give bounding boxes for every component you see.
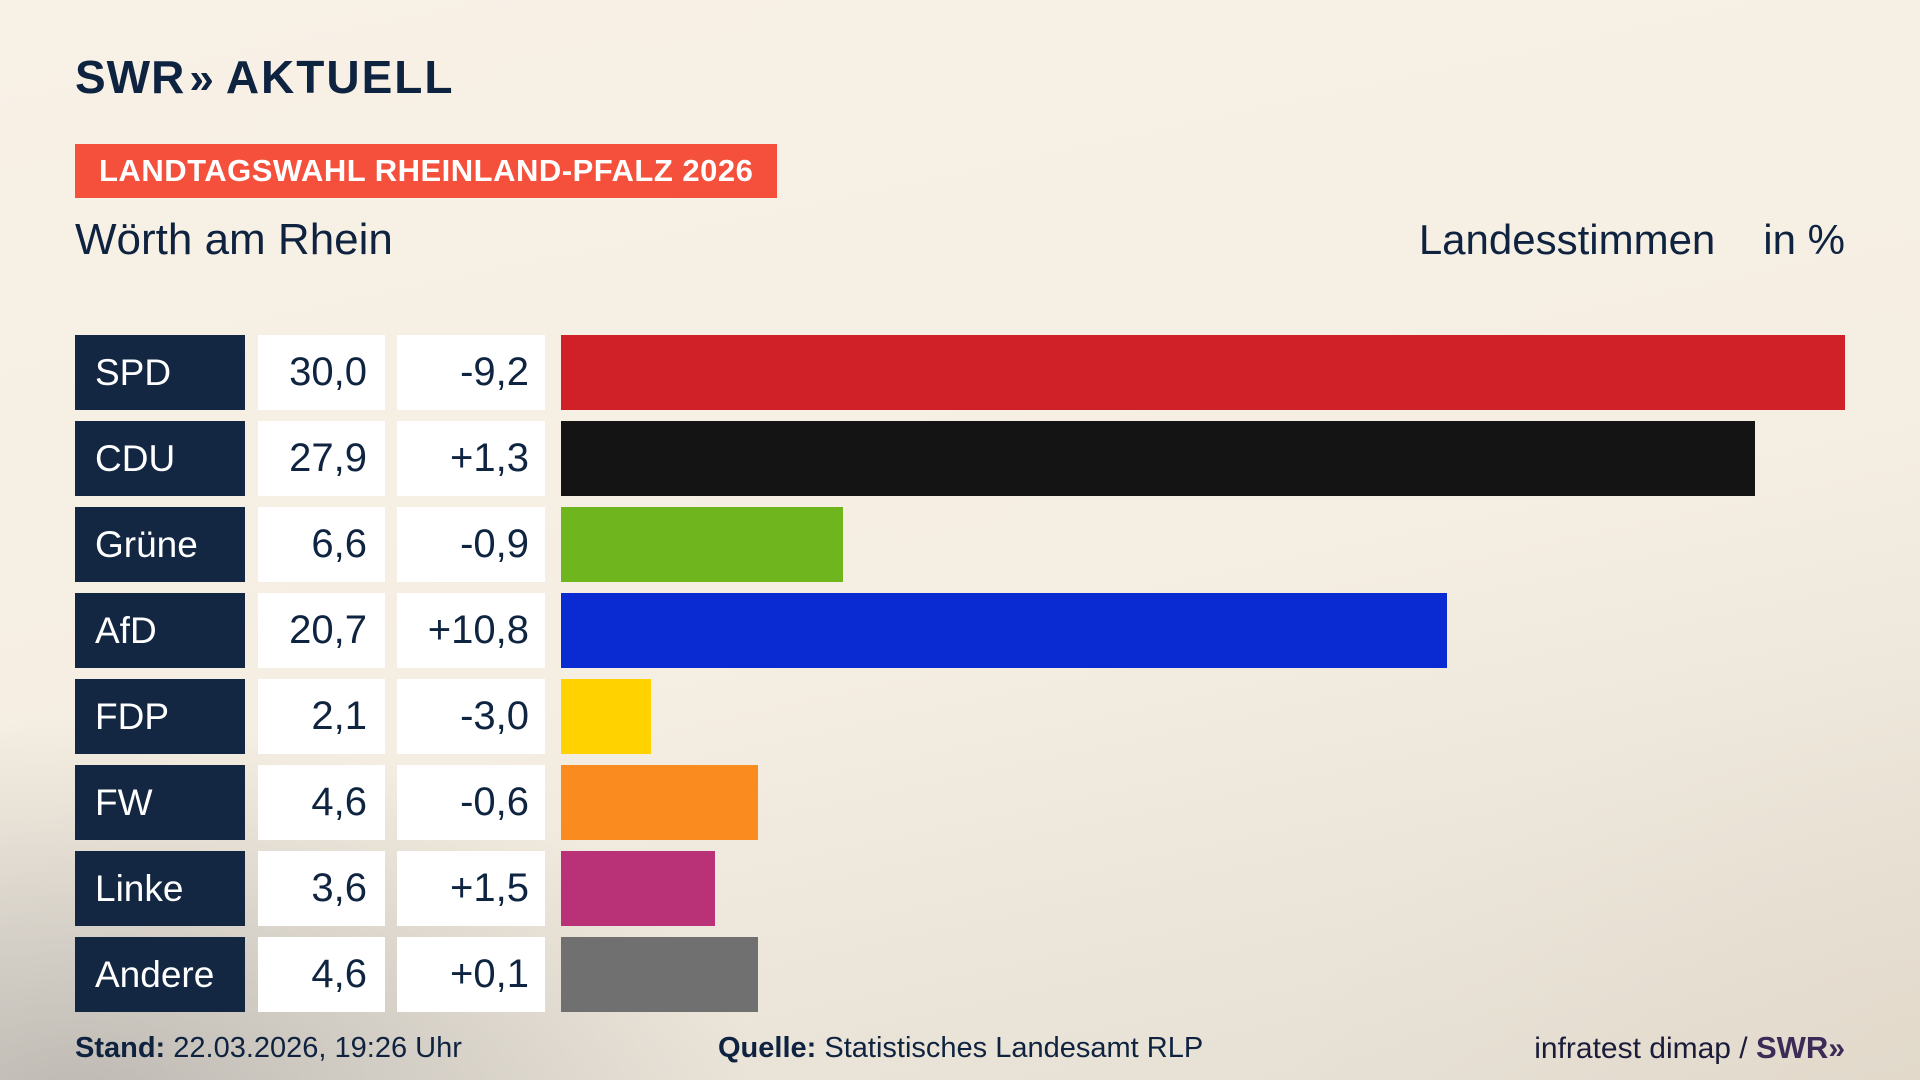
municipality-title: Wörth am Rhein — [75, 215, 393, 264]
party-change-box: +10,8 — [397, 593, 545, 668]
result-bar — [561, 937, 758, 1012]
party-row: SPD 30,0 -9,2 — [75, 335, 1845, 410]
result-bar — [561, 335, 1845, 410]
source-footnote: Quelle: Statistisches Landesamt RLP — [718, 1032, 1203, 1065]
party-value-box: 30,0 — [258, 335, 385, 410]
party-label-box: FDP — [75, 679, 245, 754]
quelle-label: Quelle: — [718, 1032, 817, 1064]
logo-brand-text: SWR — [75, 51, 186, 103]
party-change-box: +0,1 — [397, 937, 545, 1012]
credit-swr-brand: SWR — [1755, 1030, 1829, 1065]
party-label-box: FW — [75, 765, 245, 840]
party-change-box: -0,6 — [397, 765, 545, 840]
party-label-box: SPD — [75, 335, 245, 410]
measure-label: Landesstimmen — [1418, 216, 1716, 263]
party-value-box: 4,6 — [258, 937, 385, 1012]
party-label-box: AfD — [75, 593, 245, 668]
party-row: CDU 27,9 +1,3 — [75, 421, 1845, 496]
result-bar — [561, 507, 844, 582]
party-label-box: Grüne — [75, 507, 245, 582]
party-change-box: +1,3 — [397, 421, 545, 496]
title-row: Wörth am Rhein Landesstimmen in % — [75, 215, 1845, 265]
party-value-box: 2,1 — [258, 679, 385, 754]
party-label-box: CDU — [75, 421, 245, 496]
party-row: FDP 2,1 -3,0 — [75, 679, 1845, 754]
quelle-value: Statistisches Landesamt RLP — [816, 1032, 1204, 1064]
party-row: AfD 20,7 +10,8 — [75, 593, 1845, 668]
result-bar — [561, 593, 1447, 668]
double-chevron-icon: » — [189, 54, 214, 103]
party-change-box: -0,9 — [397, 507, 545, 582]
result-bar — [561, 765, 758, 840]
party-value-box: 27,9 — [258, 421, 385, 496]
measure-wrap: Landesstimmen in % — [1419, 216, 1845, 264]
party-row: Grüne 6,6 -0,9 — [75, 507, 1845, 582]
party-row: FW 4,6 -0,6 — [75, 765, 1845, 840]
party-change-box: -3,0 — [397, 679, 545, 754]
credit-chevron-icon: » — [1828, 1032, 1845, 1065]
credit-prefix: infratest dimap / — [1534, 1032, 1756, 1065]
party-value-box: 20,7 — [258, 593, 385, 668]
party-value-box: 6,6 — [258, 507, 385, 582]
party-row: Linke 3,6 +1,5 — [75, 851, 1845, 926]
stand-footnote: Stand: 22.03.2026, 19:26 Uhr — [75, 1032, 462, 1065]
party-row: Andere 4,6 +0,1 — [75, 937, 1845, 1012]
stand-value: 22.03.2026, 19:26 Uhr — [165, 1032, 462, 1064]
logo-suffix-text: AKTUELL — [225, 51, 455, 103]
party-value-box: 3,6 — [258, 851, 385, 926]
swr-aktuell-logo: SWR » AKTUELL — [75, 50, 454, 104]
stand-label: Stand: — [75, 1032, 166, 1064]
credit-footnote: infratest dimap / SWR» — [1534, 1030, 1845, 1066]
result-bar — [561, 679, 651, 754]
election-banner: LANDTAGSWAHL RHEINLAND-PFALZ 2026 — [75, 144, 778, 198]
unit-label: in % — [1763, 216, 1845, 263]
election-banner-label: LANDTAGSWAHL RHEINLAND-PFALZ 2026 — [99, 153, 754, 188]
party-label-box: Linke — [75, 851, 245, 926]
party-label-box: Andere — [75, 937, 245, 1012]
party-change-box: -9,2 — [397, 335, 545, 410]
result-bar — [561, 421, 1756, 496]
result-bar — [561, 851, 716, 926]
results-bar-chart: SPD 30,0 -9,2 CDU 27,9 +1,3 Grüne 6,6 -0… — [75, 335, 1845, 1023]
party-value-box: 4,6 — [258, 765, 385, 840]
party-change-box: +1,5 — [397, 851, 545, 926]
